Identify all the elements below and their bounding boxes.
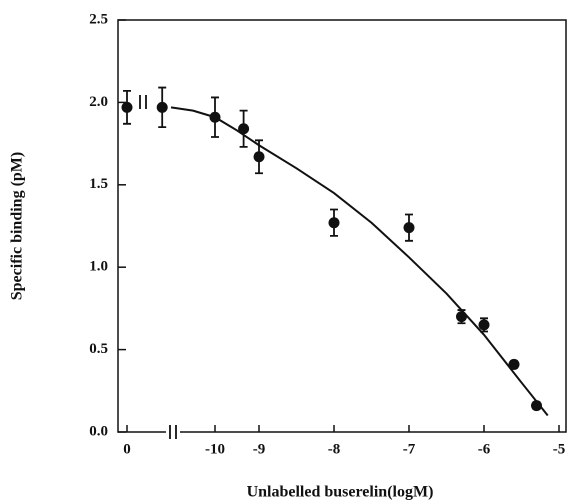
data-point — [209, 111, 221, 123]
y-tick-label: 0.0 — [89, 423, 108, 439]
data-point — [478, 319, 490, 331]
y-tick-label: 2.0 — [89, 94, 108, 110]
data-point — [253, 151, 265, 163]
x-tick-label: -6 — [478, 441, 491, 457]
x-tick-label: 0 — [123, 441, 131, 457]
x-tick-label: -9 — [253, 441, 266, 457]
data-point — [403, 222, 415, 234]
axis-break — [139, 95, 180, 439]
data-point — [508, 358, 520, 370]
x-axis-label: Unlabelled buserelin(logM) — [247, 484, 434, 501]
data-point — [238, 123, 250, 135]
data-point — [121, 101, 133, 113]
y-tick-label: 0.5 — [89, 341, 108, 357]
y-tick-label: 1.5 — [89, 176, 108, 192]
x-tick-label: -5 — [553, 441, 566, 457]
data-point — [531, 400, 542, 412]
data-point — [328, 217, 340, 229]
x-tick-label: -10 — [205, 441, 225, 457]
fit-curve — [170, 106, 549, 417]
data-point — [156, 101, 168, 113]
plot-frame — [117, 19, 567, 433]
y-tick-label: 2.5 — [89, 11, 108, 27]
x-tick-label: -7 — [403, 441, 416, 457]
y-axis-label: Specific binding (pM) — [9, 152, 26, 300]
x-tick-label: -8 — [328, 441, 341, 457]
data-point — [456, 311, 467, 323]
y-tick-label: 1.0 — [89, 259, 108, 275]
